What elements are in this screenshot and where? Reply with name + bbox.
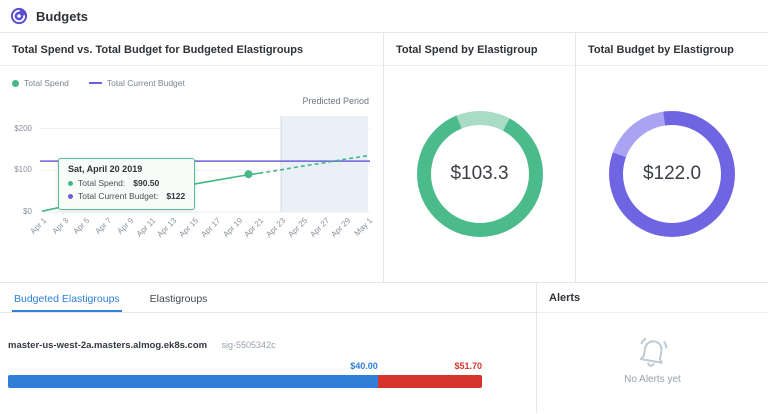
total-budget-donut[interactable]: $122.0 [609,111,735,237]
budget-amount-label: $40.00 [350,361,378,371]
elastigroup-row: master-us-west-2a.masters.almog.ek8s.com… [0,313,536,353]
alerts-empty-state: No Alerts yet [537,313,768,385]
bottom-section: Budgeted Elastigroups Elastigroups maste… [0,283,768,413]
budget-bar-spend-segment [8,375,378,388]
app-header: Budgets [0,0,768,33]
tooltip-budget-row: Total Current Budget: $122 [68,190,185,203]
elastigroup-sig: sig-5505342c [221,340,276,350]
tooltip-spend-label: Total Spend: [78,178,126,188]
top-panels: Total Spend vs. Total Budget for Budgete… [0,33,768,283]
total-spend-donut[interactable]: $103.3 [416,111,543,237]
tooltip-budget-value: $122 [166,191,186,202]
chart-legend: Total Spend Total Current Budget [12,78,185,88]
bell-icon [639,337,667,367]
elastigroups-section: Budgeted Elastigroups Elastigroups maste… [0,283,537,413]
legend-total-budget-label: Total Current Budget [106,78,185,88]
budget-bar-area: $40.00 $51.70 [8,361,482,388]
total-spend-title: Total Spend by Elastigroup [384,33,575,66]
predicted-period-label: Predicted Period [302,96,369,106]
total-spend-value: $103.3 [450,163,509,184]
spend-vs-budget-panel: Total Spend vs. Total Budget for Budgete… [0,33,384,282]
elastigroup-name[interactable]: master-us-west-2a.masters.almog.ek8s.com [8,340,208,351]
budget-bar-labels: $40.00 $51.70 [8,361,482,373]
total-budget-donut-area: $122.0 [576,66,768,282]
tooltip-date: Sat, April 20 2019 [68,164,143,174]
total-spend-donut-area: $103.3 [384,66,575,282]
total-budget-line-icon [88,82,102,84]
legend-total-spend: Total Spend [12,78,69,88]
tooltip-spend-row: Total Spend: $90.50 [68,177,185,190]
page-title: Budgets [36,8,88,24]
tooltip-budget-label: Total Current Budget: [78,191,159,202]
total-budget-panel: Total Budget by Elastigroup $122.0 [576,33,768,282]
tooltip-spend-dot-icon [68,181,73,187]
no-alerts-text: No Alerts yet [624,374,681,385]
y-tick-label: $0 [23,207,32,216]
y-tick-label: $200 [14,123,32,133]
total-spend-dot-icon [12,79,19,87]
tooltip-budget-dot-icon [68,194,73,200]
app-logo-icon [10,7,28,25]
spend-vs-budget-chart-area: Total Spend Total Current Budget Predict… [0,66,383,282]
legend-total-budget: Total Current Budget [88,78,185,88]
x-axis-labels: Apr 1 Apr 3 Apr 5 Apr 7 Apr 9 Apr 11 Apr 13 Apr… [28,214,374,269]
budget-bar-overspend-segment [377,375,482,388]
tab-bar: Budgeted Elastigroups Elastigroups [0,283,536,313]
y-axis-labels: $0 $100 $200 [2,116,36,216]
tab-budgeted-elastigroups[interactable]: Budgeted Elastigroups [12,285,122,312]
tooltip-spend-value: $90.50 [133,178,160,188]
alerts-section: Alerts No Alerts yet [537,283,768,413]
total-spend-panel: Total Spend by Elastigroup $103.3 [384,33,576,282]
budget-progress-bar [8,375,482,388]
total-budget-value: $122.0 [642,163,702,184]
legend-total-spend-label: Total Spend [24,78,69,88]
chart-tooltip: Sat, April 20 2019 Total Spend: $90.50 T… [58,158,196,211]
total-spend-donut-hole: $103.3 [430,125,529,223]
overspend-amount-label: $51.70 [454,361,482,371]
alerts-title: Alerts [537,283,768,313]
tab-elastigroups[interactable]: Elastigroups [149,293,208,305]
spend-vs-budget-title: Total Spend vs. Total Budget for Budgete… [0,33,383,66]
y-tick-label: $100 [14,165,32,175]
total-budget-title: Total Budget by Elastigroup [576,33,768,66]
total-budget-donut-hole: $122.0 [623,125,721,223]
